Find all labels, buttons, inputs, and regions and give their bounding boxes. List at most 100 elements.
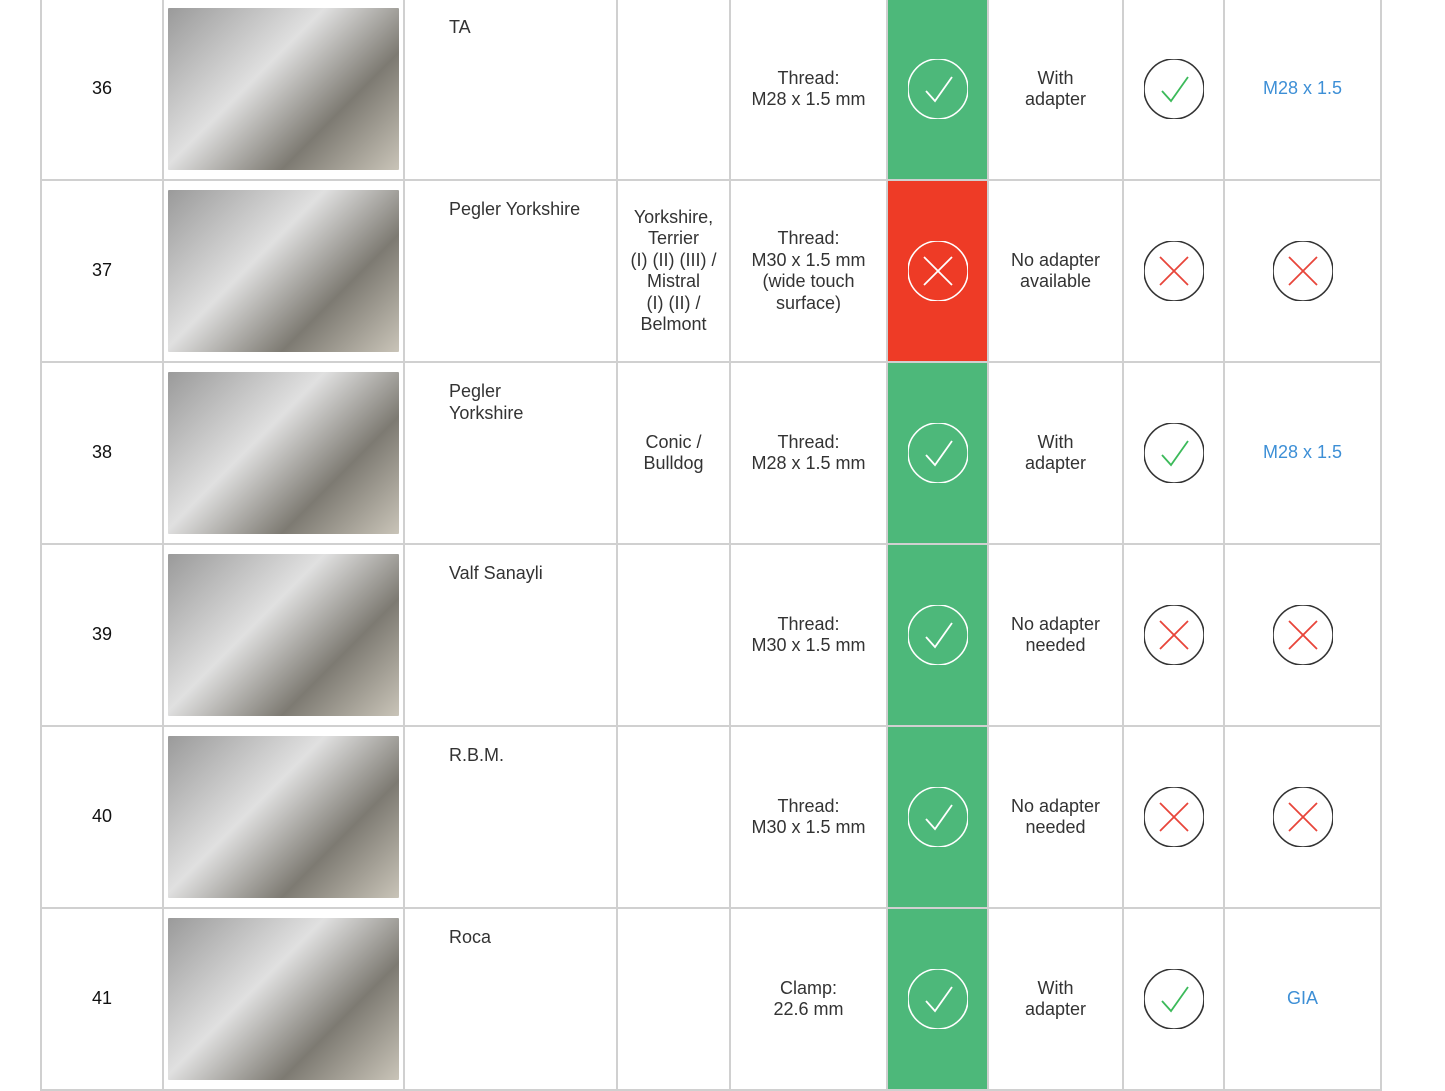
adapter-info: No adapter needed [1010,613,1101,656]
adapter-cell: With adapter [987,907,1124,1091]
valve-photo [168,736,399,898]
model-cell [616,725,731,909]
photo-cell [162,725,405,909]
number-cell: 38 [40,361,164,545]
number-cell: 39 [40,543,164,727]
adapter-cell: With adapter [987,0,1124,181]
photo-cell [162,179,405,363]
cross-circle-icon [1143,787,1204,847]
connection-type: Thread: M28 x 1.5 mm [751,431,866,474]
adapter-cell: No adapter needed [987,543,1124,727]
connection-type: Thread: M28 x 1.5 mm [751,67,866,110]
checkmark-circle-icon [907,605,968,665]
model-cell [616,543,731,727]
model-cell [616,0,731,181]
model-name: Conic / Bulldog [643,431,704,474]
brand-name: R.B.M. [449,745,505,765]
table-row: 40 R.B.M. Thread: M30 x 1.5 mm No adapter n… [40,725,1382,909]
cross-circle-icon [1272,605,1333,665]
connection-cell: Clamp: 22.6 mm [729,907,888,1091]
model-cell: Yorkshire, Terrier (I) (II) (III) / Mist… [616,179,731,363]
cross-circle-icon [1143,241,1204,301]
checkmark-circle-icon [907,969,968,1029]
row-number: 37 [91,260,113,281]
valve-photo [168,554,399,716]
valve-photo [168,190,399,352]
compat-cell [1122,361,1225,545]
number-cell: 37 [40,179,164,363]
row-number: 39 [91,624,113,645]
valve-photo [168,372,399,534]
checkmark-circle-icon [1143,969,1204,1029]
connection-cell: Thread: M30 x 1.5 mm [729,543,888,727]
valve-photo [168,918,399,1080]
brand-name: Valf Sanayli [449,563,543,583]
brand-name: Roca [449,927,492,947]
checkmark-circle-icon [1143,423,1204,483]
connection-cell: Thread: M30 x 1.5 mm (wide touch surface… [729,179,888,363]
compat-cell [1122,907,1225,1091]
connection-type: Thread: M30 x 1.5 mm (wide touch surface… [751,228,866,313]
brand-cell: Pegler Yorkshire [403,179,618,363]
status-cell [886,0,989,181]
status-cell [886,543,989,727]
adapter-cell: No adapter needed [987,725,1124,909]
row-number: 38 [91,442,113,463]
adapter-info: With adapter [1024,67,1087,110]
status-cell [886,179,989,363]
row-number: 36 [91,78,113,99]
photo-cell [162,0,405,181]
checkmark-circle-icon [907,59,968,119]
brand-cell: R.B.M. [403,725,618,909]
adapter-link[interactable]: M28 x 1.5 [1262,78,1343,99]
photo-cell [162,361,405,545]
checkmark-circle-icon [907,787,968,847]
status-cell [886,725,989,909]
model-name: Yorkshire, Terrier (I) (II) (III) / Mist… [630,206,717,335]
adapter-link-cell [1223,543,1382,727]
compat-cell [1122,543,1225,727]
adapter-link[interactable]: M28 x 1.5 [1262,442,1343,463]
brand-cell: Valf Sanayli [403,543,618,727]
model-cell: Conic / Bulldog [616,361,731,545]
connection-cell: Thread: M30 x 1.5 mm [729,725,888,909]
adapter-link-cell[interactable]: GIA [1223,907,1382,1091]
row-number: 41 [91,988,113,1009]
table-row: 39 Valf Sanayli Thread: M30 x 1.5 mm No ada… [40,543,1382,727]
adapter-link-cell [1223,725,1382,909]
brand-name: Pegler Yorkshire [449,381,524,423]
cross-circle-icon [1272,241,1333,301]
adapter-link-cell[interactable]: M28 x 1.5 [1223,0,1382,181]
valve-photo [168,8,399,170]
connection-type: Thread: M30 x 1.5 mm [751,613,866,656]
adapter-info: No adapter needed [1010,795,1101,838]
cross-circle-icon [1272,787,1333,847]
compat-cell [1122,725,1225,909]
number-cell: 36 [40,0,164,181]
model-cell [616,907,731,1091]
brand-name: Pegler Yorkshire [449,199,581,219]
brand-name: TA [449,17,471,37]
adapter-info: No adapter available [1010,249,1101,292]
compat-cell [1122,0,1225,181]
adapter-cell: With adapter [987,361,1124,545]
brand-cell: Pegler Yorkshire [403,361,618,545]
connection-cell: Thread: M28 x 1.5 mm [729,361,888,545]
checkmark-circle-icon [1143,59,1204,119]
number-cell: 40 [40,725,164,909]
checkmark-circle-icon [907,423,968,483]
photo-cell [162,907,405,1091]
adapter-info: With adapter [1024,431,1087,474]
connection-type: Thread: M30 x 1.5 mm [751,795,866,838]
brand-cell: TA [403,0,618,181]
cross-circle-icon [1143,605,1204,665]
adapter-link-cell[interactable]: M28 x 1.5 [1223,361,1382,545]
table-row: 38 Pegler Yorkshire Conic / Bulldog Thread:… [40,361,1382,545]
adapter-link-cell [1223,179,1382,363]
connection-cell: Thread: M28 x 1.5 mm [729,0,888,181]
row-number: 40 [91,806,113,827]
adapter-link[interactable]: GIA [1286,988,1318,1009]
valve-compatibility-table: 36 TA Thread: M28 x 1.5 mm With adapter M28 … [40,0,1382,1091]
table-row: 41 Roca Clamp: 22.6 mm With adapter GIA [40,907,1382,1091]
table-row: 37 Pegler Yorkshire Yorkshire, Terrier (I)… [40,179,1382,363]
